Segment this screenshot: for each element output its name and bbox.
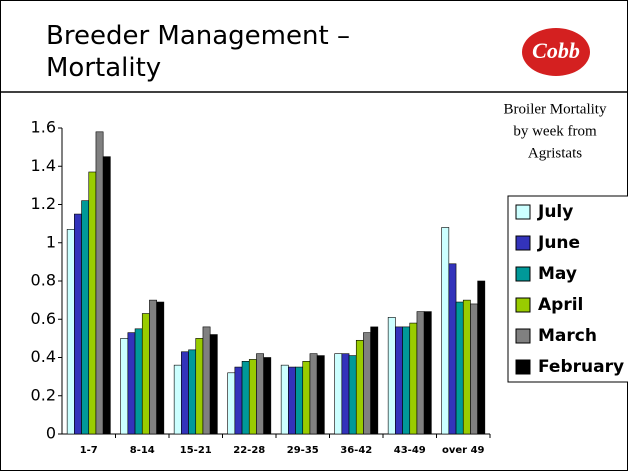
bar <box>395 326 403 435</box>
legend-label: March <box>538 326 597 346</box>
bar <box>248 359 257 435</box>
bar <box>156 301 165 435</box>
bar <box>470 303 478 435</box>
slide-title: Breeder Management – Mortality <box>46 21 350 83</box>
annotation: by week from <box>513 123 597 139</box>
x-tick-label: 8-14 <box>130 445 155 456</box>
bar <box>209 334 218 435</box>
x-tick-label: 22-28 <box>233 445 265 456</box>
bar <box>302 361 311 435</box>
y-tick-label: 1.2 <box>31 194 56 213</box>
annotation: Broiler Mortality <box>504 101 607 117</box>
legend-swatch <box>515 204 531 220</box>
x-tick-label: 43-49 <box>394 445 426 456</box>
bar <box>241 361 250 435</box>
y-tick-label: 1 <box>46 232 56 251</box>
y-tick-label: 0 <box>46 424 56 443</box>
bar <box>134 328 143 435</box>
bar <box>227 372 236 435</box>
bar <box>102 156 111 435</box>
bar <box>181 351 189 435</box>
bar <box>355 339 364 435</box>
bar <box>88 171 97 435</box>
legend-label: May <box>538 264 577 284</box>
legend-swatch <box>515 235 531 251</box>
x-tick-label: 15-21 <box>180 445 212 456</box>
legend-label: June <box>537 233 580 253</box>
bar <box>370 326 379 435</box>
bar <box>477 280 486 435</box>
legend-label: July <box>537 202 573 222</box>
bar <box>363 332 371 435</box>
y-tick-label: 0.2 <box>31 385 56 404</box>
bar <box>263 357 272 435</box>
bar <box>288 366 296 435</box>
bar <box>81 200 90 435</box>
bar <box>149 299 157 435</box>
legend-swatch <box>515 266 531 282</box>
bar <box>402 326 411 435</box>
bar <box>173 364 182 435</box>
bar <box>120 338 129 435</box>
legend-label: April <box>538 295 583 315</box>
y-tick-label: 0.4 <box>31 347 56 366</box>
legend-label: February <box>538 357 624 377</box>
y-tick-label: 1.6 <box>31 118 56 137</box>
bar <box>309 353 318 435</box>
bar <box>295 366 304 435</box>
legend-box <box>507 195 628 383</box>
bar <box>74 213 82 435</box>
bar <box>195 338 204 435</box>
annotation: Agristats <box>528 145 582 161</box>
bar <box>256 353 264 435</box>
bar <box>334 353 343 435</box>
x-tick-label: 1-7 <box>80 445 98 456</box>
bar <box>316 355 325 435</box>
bar <box>423 311 432 435</box>
y-tick-label: 1.4 <box>31 156 56 175</box>
bar <box>348 355 357 435</box>
bar <box>409 322 418 435</box>
logo-oval <box>522 28 590 76</box>
bar <box>448 263 457 435</box>
bar <box>234 366 243 435</box>
legend-swatch <box>515 359 531 375</box>
legend-swatch <box>515 297 531 313</box>
bar <box>127 332 136 435</box>
bar <box>95 131 104 435</box>
bar <box>462 299 471 435</box>
y-tick-label: 0.6 <box>31 309 56 328</box>
bar <box>202 326 211 435</box>
bar <box>188 349 197 435</box>
bar <box>455 301 464 435</box>
x-tick-label: 36-42 <box>340 445 372 456</box>
y-tick-label: 0.8 <box>31 271 56 290</box>
legend-swatch <box>515 328 531 344</box>
x-tick-label: over 49 <box>442 445 485 456</box>
bar <box>66 229 75 435</box>
bar <box>441 227 450 435</box>
bar <box>280 364 289 435</box>
x-tick-label: 29-35 <box>287 445 319 456</box>
bar <box>416 311 425 435</box>
bar <box>387 317 396 435</box>
bar <box>341 353 350 435</box>
logo: Cobb <box>532 38 580 63</box>
bar <box>141 313 150 435</box>
